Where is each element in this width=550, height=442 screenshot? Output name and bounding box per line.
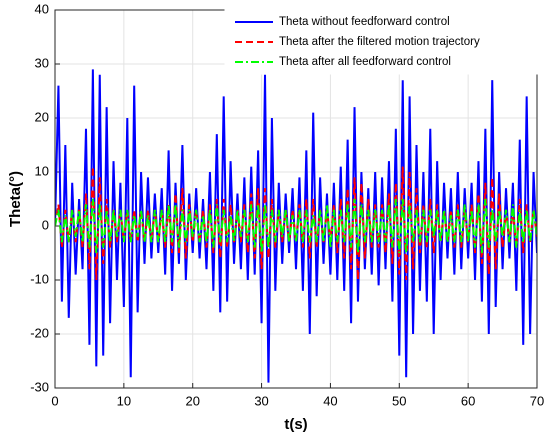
series-line [55, 69, 537, 383]
y-tick-label: 30 [35, 55, 49, 70]
legend-label: Theta after the filtered motion trajecto… [279, 36, 480, 48]
y-tick-label: -30 [30, 379, 49, 394]
x-tick-label: 40 [323, 393, 337, 408]
x-tick-label: 70 [530, 393, 544, 408]
x-axis-title: t(s) [284, 416, 307, 433]
x-tick-label: 20 [185, 393, 199, 408]
series-line [55, 198, 537, 254]
y-tick-label: 20 [35, 109, 49, 124]
x-tick-label: 30 [254, 393, 268, 408]
y-tick-label: 40 [35, 1, 49, 16]
x-tick-label: 50 [392, 393, 406, 408]
x-tick-label: 0 [51, 393, 58, 408]
y-tick-label: -20 [30, 325, 49, 340]
legend-label: Theta after all feedforward control [279, 56, 451, 68]
x-tick-label: 60 [461, 393, 475, 408]
x-tick-label: 10 [117, 393, 131, 408]
y-axis-title: Theta(°) [7, 171, 24, 227]
y-tick-label: 10 [35, 163, 49, 178]
y-tick-label: 0 [42, 217, 49, 232]
y-tick-label: -10 [30, 271, 49, 286]
legend-box [224, 9, 538, 75]
legend-label: Theta without feedforward control [279, 16, 450, 28]
